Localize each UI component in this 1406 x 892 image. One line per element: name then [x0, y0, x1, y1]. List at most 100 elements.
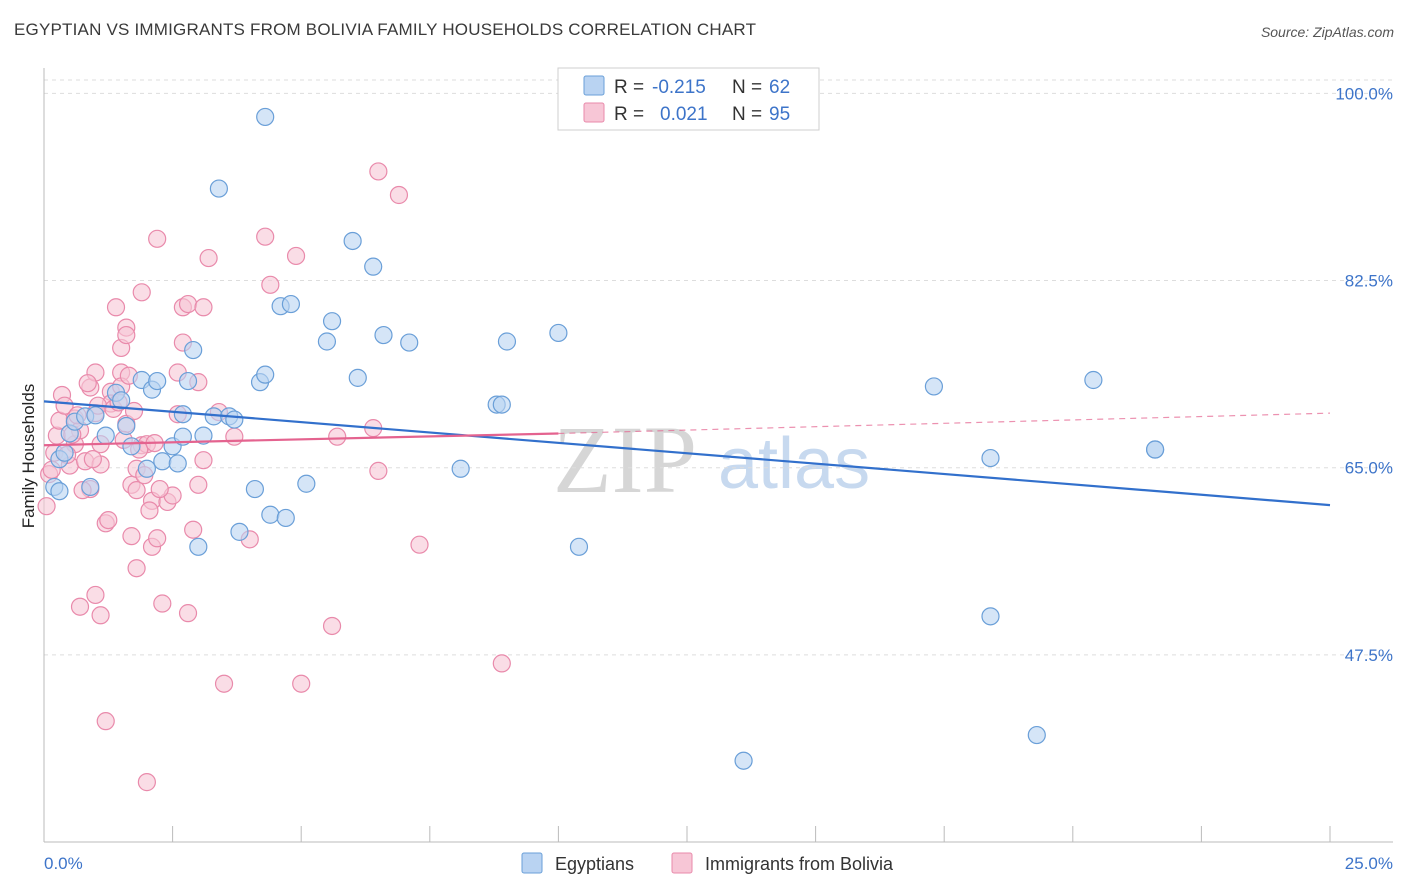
- egyptian-point: [348, 368, 367, 387]
- legend-n-label-2: N =: [732, 104, 762, 125]
- bolivia-point: [225, 427, 244, 446]
- chart-title: EGYPTIAN VS IMMIGRANTS FROM BOLIVIA FAMI…: [14, 20, 757, 39]
- legend-r-value-2: 0.021: [660, 104, 708, 125]
- egyptian-point: [317, 332, 337, 351]
- bolivia-point: [78, 374, 97, 393]
- bolivia-point: [194, 451, 213, 470]
- egyptian-point: [256, 107, 275, 127]
- egyptian-point: [96, 426, 115, 445]
- x-tick-label-min: 0.0%: [44, 854, 83, 873]
- egyptian-point: [981, 607, 1000, 626]
- bolivia-point: [83, 450, 102, 469]
- legend-n-label-1: N =: [732, 77, 762, 98]
- watermark-atlas: atlas: [718, 424, 870, 504]
- bolivia-point: [127, 481, 146, 500]
- egyptian-point: [322, 312, 342, 331]
- egyptian-point: [549, 323, 568, 343]
- egyptian-point: [374, 325, 393, 345]
- legend-n-value-1: 62: [769, 77, 790, 98]
- egyptian-point: [400, 333, 419, 352]
- trend-lines: [43, 400, 1331, 507]
- bolivia-point: [106, 298, 126, 317]
- bolivia-point: [124, 401, 144, 421]
- egyptian-point: [148, 371, 167, 391]
- bolivia-point: [369, 162, 388, 181]
- egyptian-point: [189, 537, 208, 556]
- egyptian-point: [281, 294, 301, 314]
- bolivia-point: [55, 396, 74, 415]
- x-tick-label-max: 25.0%: [1345, 854, 1393, 873]
- egyptian-point: [55, 443, 74, 462]
- source-credit: Source: ZipAtlas.com: [1260, 24, 1394, 40]
- legend-r-label-1: R =: [614, 77, 644, 98]
- egyptian-point: [256, 365, 275, 384]
- bolivia-point: [292, 674, 311, 693]
- bolivia-point: [132, 283, 151, 302]
- y-tick-labels: 47.5% 65.0% 82.5% 100.0%: [1335, 84, 1393, 664]
- egyptian-point: [569, 537, 589, 556]
- legend-n-value-2: 95: [769, 104, 790, 125]
- bolivia-point: [256, 227, 275, 246]
- egyptian-point: [50, 482, 69, 501]
- bolivia-point: [148, 529, 167, 548]
- bolivia-point: [214, 674, 234, 693]
- bolivia-point: [184, 520, 203, 539]
- y-axis-label: Family Households: [19, 384, 38, 529]
- bottom-legend-swatch-bolivia: [671, 852, 693, 874]
- bolivia-point: [322, 616, 342, 636]
- bolivia-point: [96, 712, 115, 731]
- bolivia-point: [199, 248, 218, 268]
- bolivia-point: [117, 325, 136, 345]
- bolivia-point: [148, 229, 167, 248]
- bolivia-point: [99, 510, 118, 530]
- bolivia-trend-extension: [558, 412, 1331, 435]
- egyptian-point: [168, 454, 187, 473]
- bolivia-point: [122, 527, 141, 546]
- egyptian-point: [153, 452, 172, 471]
- egyptian-point: [173, 405, 192, 424]
- egyptian-point: [225, 410, 244, 429]
- y-tick-label: 47.5%: [1345, 646, 1393, 665]
- series-legend: Egyptians Immigrants from Bolivia: [521, 852, 894, 874]
- bolivia-point: [91, 606, 110, 625]
- egyptian-point: [492, 395, 511, 414]
- egyptian-point: [364, 257, 383, 276]
- legend-swatch-bolivia: [583, 102, 605, 123]
- correlation-legend: R = -0.215 N = 62 R = 0.021 N = 95: [557, 67, 820, 131]
- bolivia-point: [70, 597, 90, 616]
- bolivia-point: [127, 559, 146, 578]
- axes: [43, 68, 1393, 843]
- bolivia-point: [153, 594, 172, 613]
- bolivia-point: [178, 604, 198, 623]
- egyptian-point: [117, 416, 136, 436]
- bolivia-point: [328, 427, 347, 446]
- egyptian-point: [178, 371, 198, 391]
- bolivia-trend-line: [43, 432, 559, 447]
- y-tick-label: 100.0%: [1335, 84, 1393, 103]
- egyptians-trend-line: [43, 400, 1331, 507]
- bolivia-point: [137, 773, 156, 792]
- scatter-points: [37, 107, 1165, 792]
- egyptian-point: [184, 340, 203, 360]
- egyptian-point: [343, 231, 362, 251]
- egyptian-point: [1146, 440, 1165, 459]
- egyptian-point: [497, 332, 517, 351]
- y-tick-label: 82.5%: [1345, 272, 1393, 291]
- legend-swatch-egyptians: [583, 75, 605, 96]
- bolivia-point: [410, 535, 429, 554]
- egyptian-point: [297, 474, 316, 493]
- watermark-zip: ZIP: [553, 406, 697, 513]
- egyptian-point: [245, 479, 265, 499]
- bolivia-point: [86, 585, 105, 605]
- bolivia-point: [261, 275, 280, 294]
- egyptian-point: [261, 505, 280, 524]
- bolivia-point: [140, 501, 159, 520]
- bolivia-point: [369, 461, 388, 481]
- egyptian-point: [451, 459, 470, 478]
- egyptian-point: [194, 426, 213, 445]
- gridlines: [44, 79, 1393, 656]
- egyptian-point: [230, 522, 249, 541]
- bolivia-point: [189, 475, 208, 494]
- egyptian-point: [1084, 370, 1103, 390]
